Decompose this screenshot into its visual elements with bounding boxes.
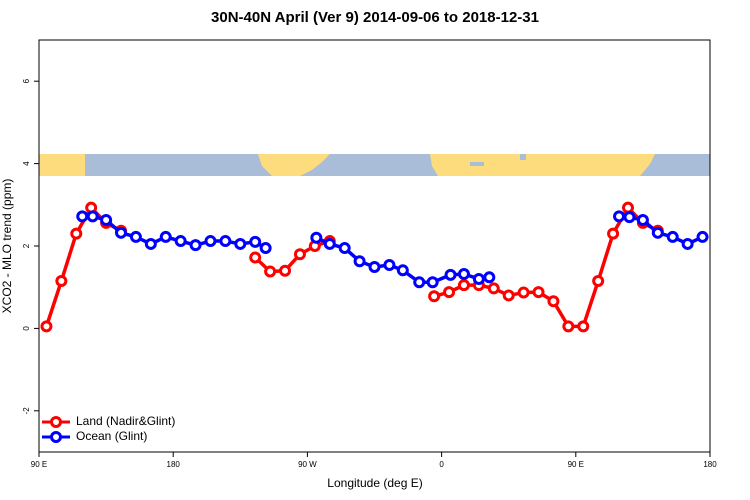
- point: [76, 210, 89, 223]
- y-tick-label: 2: [22, 243, 31, 248]
- point: [353, 255, 366, 268]
- point: [607, 227, 620, 240]
- point: [457, 279, 470, 292]
- point: [86, 210, 99, 223]
- point: [323, 237, 336, 250]
- point: [264, 265, 277, 278]
- point: [623, 211, 636, 224]
- x-tick-label: 180: [703, 460, 717, 469]
- legend-marker: [50, 431, 62, 443]
- x-axis-label: Longitude (deg E): [327, 476, 422, 490]
- point: [666, 230, 679, 243]
- point: [472, 272, 485, 285]
- point: [219, 235, 232, 248]
- point: [129, 230, 142, 243]
- y-tick-label: 6: [22, 78, 31, 83]
- point: [621, 201, 634, 214]
- point: [413, 276, 426, 289]
- point: [487, 282, 500, 295]
- y-tick-label: 0: [22, 326, 31, 331]
- point: [483, 271, 496, 284]
- point: [55, 275, 68, 288]
- point: [547, 295, 560, 308]
- point: [428, 290, 441, 303]
- y-tick-label: 4: [22, 161, 31, 166]
- point: [577, 320, 590, 333]
- point: [592, 275, 605, 288]
- y-tick-label: -2: [22, 407, 31, 415]
- x-tick-label: 90 E: [568, 460, 584, 469]
- x-tick-label: 0: [439, 460, 444, 469]
- point: [249, 235, 262, 248]
- point: [40, 320, 53, 333]
- point: [144, 237, 157, 250]
- point: [532, 286, 545, 299]
- legend-marker: [50, 416, 62, 428]
- chart-title: 30N-40N April (Ver 9) 2014-09-06 to 2018…: [211, 9, 539, 26]
- point: [426, 276, 439, 289]
- point: [174, 235, 187, 248]
- legend-label: Ocean (Glint): [76, 429, 147, 443]
- point: [234, 237, 247, 250]
- x-tick-label: 180: [167, 460, 181, 469]
- point: [279, 264, 292, 277]
- point: [115, 226, 128, 239]
- point: [293, 248, 306, 261]
- point: [457, 268, 470, 281]
- point: [562, 320, 575, 333]
- point: [651, 226, 664, 239]
- point: [383, 258, 396, 271]
- point: [100, 214, 113, 227]
- x-tick-label: 90 W: [298, 460, 317, 469]
- point: [681, 237, 694, 250]
- map-strip: [39, 154, 710, 176]
- point: [396, 264, 409, 277]
- point: [613, 210, 626, 223]
- point: [259, 242, 272, 255]
- point: [696, 230, 709, 243]
- legend-label: Land (Nadir&Glint): [76, 414, 175, 428]
- y-axis-label: XCO2 - MLO trend (ppm): [0, 179, 14, 314]
- point: [338, 242, 351, 255]
- point: [204, 235, 217, 248]
- point: [636, 214, 649, 227]
- point: [310, 231, 323, 244]
- point: [517, 286, 530, 299]
- point: [159, 230, 172, 243]
- point: [189, 239, 202, 252]
- point: [249, 251, 262, 264]
- point: [368, 261, 381, 274]
- x-tick-label: 90 E: [31, 460, 47, 469]
- series-line: [44, 205, 659, 329]
- point: [444, 268, 457, 281]
- point: [502, 289, 515, 302]
- point: [70, 227, 83, 240]
- point: [443, 286, 456, 299]
